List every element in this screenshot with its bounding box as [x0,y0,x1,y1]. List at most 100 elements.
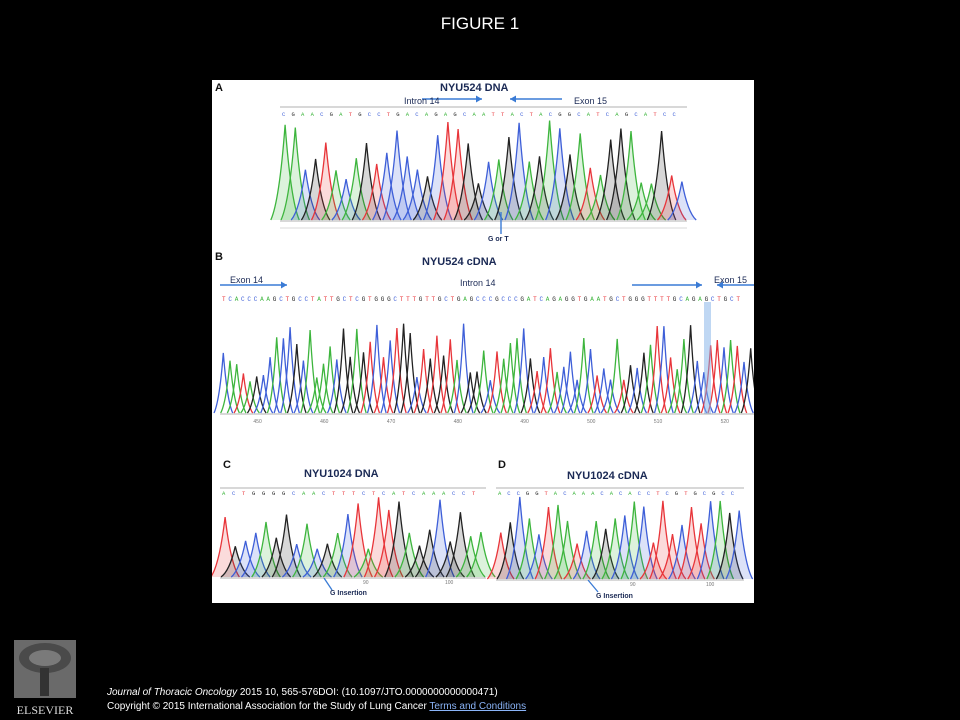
panel-a-base-call: A [482,111,486,118]
panel-a-trace-peak [280,127,311,221]
panel-c-base-call: C [292,490,296,497]
panel-b-base-call: C [489,296,493,303]
panel-b-trace-peak [280,327,301,414]
panel-d-annotation: G Insertion [596,593,633,600]
panel-b-base-call: C [298,296,302,303]
panel-c-annotation-arrow [323,577,333,591]
panel-a-trace-peak [422,135,453,221]
panel-b-base-call: G [419,296,423,303]
panel-b-trace-peak [447,359,467,414]
panel-b-trace-peak [587,375,608,414]
panel-d-base-call: T [656,490,660,497]
panel-c-base-call: T [352,490,356,497]
panel-d-base-call: T [684,490,688,497]
terms-link[interactable]: Terms and Conditions [429,701,527,712]
panel-c-base-call: T [332,490,336,497]
panel-c-trace-peak [425,499,455,578]
panel-d-trace-peak [629,506,658,580]
panel-b-trace-peak [734,361,754,414]
panel-a-trace-peak [433,122,463,221]
panel-b-trace-peak [393,323,414,414]
panel-b-base-call: G [292,296,296,303]
panel-c-annotation: G Insertion [330,590,367,597]
panel-c-trace-peak [241,532,271,578]
panel-c-trace-peak [363,497,394,578]
journal-name: Journal of Thoracic Oncology [107,687,238,698]
panel-b-base-call: G [362,296,366,303]
panel-a-trace-peak [545,128,575,221]
panel-a-base-call: A [615,111,619,118]
panel-a-base-call: G [453,111,456,118]
panel-b-trace-peak [540,348,561,414]
panel-d-base-call: A [573,490,577,497]
panel-b-base-call: G [470,296,474,303]
panel-d-base-call: G [526,490,529,497]
panel-a-base-call: C [520,111,524,118]
panel-c-base-call: A [312,490,316,497]
panel-c-trace-peak [466,531,496,578]
panel-a-base-call: G [358,111,361,118]
panel-b-trace-peak [520,358,541,414]
panel-b-base-call: C [711,296,715,303]
panel-a-base-call: G [558,111,561,118]
panel-b-base-call: C [482,296,486,303]
panel-b-base-call: C [279,296,283,303]
panel-b-trace-peak [273,338,294,414]
panel-b-tick-label: 500 [587,419,596,425]
panel-d-tick-label: 100 [706,582,715,588]
panel-b-trace-peak [553,366,574,414]
panel-c-trace-peak [435,541,465,578]
panel-b-tick-label: 520 [721,419,730,425]
panel-b-trace-peak [326,359,347,414]
panel-b-trace-peak [360,341,381,414]
panel-b-base-call: G [635,296,639,303]
panel-b-base-call: A [559,296,563,303]
panel-b-trace-peak [580,349,601,414]
panel-a-base-call: A [473,111,477,118]
panel-a-trace-peak [351,142,382,221]
panel-b-base-call: A [590,296,594,303]
panel-b-base-call: T [286,296,290,303]
panel-a-base-call: C [663,111,667,118]
panel-b-base-call: G [628,296,632,303]
panel-b-trace-peak [507,338,528,414]
panel-b-tick-label: 450 [253,419,262,425]
panel-a-intron-arrow-head [476,95,482,103]
panel-d-trace-peak [677,507,706,580]
panel-a-trace-peak [657,175,687,221]
panel-b-base-call: T [667,296,671,303]
panel-a-trace-peak [534,120,565,221]
panel-b-base-call: G [724,296,728,303]
panel-a-trace-peak [453,143,484,221]
panel-d-trace-peak [553,520,582,580]
panel-a-trace-peak [504,122,534,221]
panel-c-base-call: T [342,490,346,497]
panel-d-trace-peak [649,500,677,580]
panel-c-trace-peak [404,545,435,578]
panel-b-base-call: A [235,296,239,303]
panel-c-base-call: C [322,490,326,497]
panel-c-trace-peak [261,537,292,578]
panel-a-trace-peak [372,152,402,221]
panel-c-title: NYU1024 DNA [304,468,379,480]
panel-b-trace-peak [226,364,247,414]
panel-c-base-call: A [422,490,426,497]
panel-c-trace-peak [292,523,322,578]
panel-c-base-call: A [432,490,436,497]
panel-a-trace-peak [667,181,697,221]
panel-d-base-call: A [554,490,558,497]
panel-a-base-call: G [434,111,437,118]
panel-b-trace-peak [533,357,554,414]
panel-a-base-call: A [311,111,315,118]
panel-b-base-call: C [247,296,251,303]
panel-a-base-call: C [634,111,638,118]
panel-b-base-call: T [406,296,410,303]
panel-d-trace-peak [668,524,696,580]
panel-b-base-call: G [381,296,385,303]
panel-a-trace-peak [310,142,341,221]
panel-d-trace-peak [620,501,649,580]
panel-b-base-call: T [222,296,226,303]
panel-d-base-call: A [628,490,632,497]
panel-a-trace-peak [382,130,412,221]
panel-a-trace-peak [565,133,595,221]
